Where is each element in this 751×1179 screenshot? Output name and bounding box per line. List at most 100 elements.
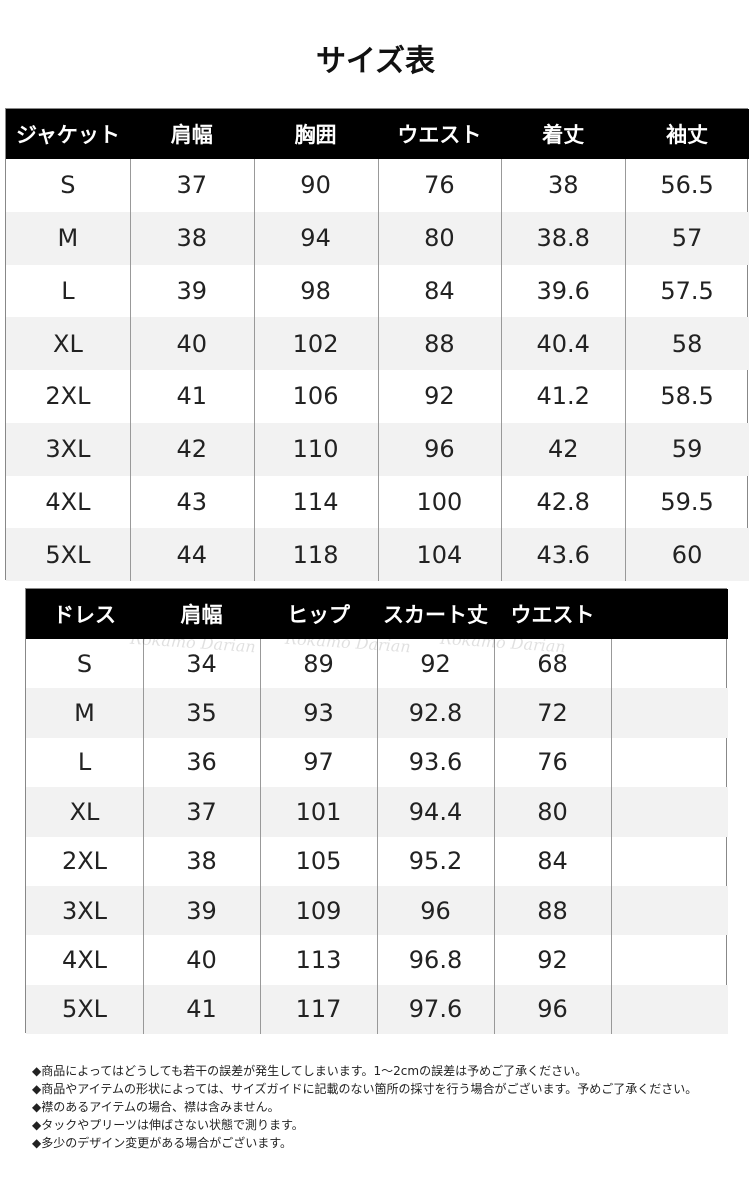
table-cell: L: [61, 276, 75, 305]
table-cell: 38: [547, 171, 579, 200]
table-cell: M: [74, 699, 95, 728]
table-cell: 40.4: [536, 329, 590, 358]
table-cell: 96: [420, 896, 451, 925]
table-cell: 96: [537, 995, 568, 1024]
table-cell: 41: [186, 995, 217, 1024]
note-line: ◆多少のデザイン変更がある場合がございます。: [32, 1136, 293, 1150]
column-line: [501, 159, 503, 581]
table-cell: 89: [303, 649, 334, 678]
table-cell: 68: [537, 649, 568, 678]
table-cell: 43.6: [536, 540, 590, 569]
table-cell: 90: [300, 171, 331, 200]
header-cell: 胸囲: [253, 109, 378, 159]
table-cell: 97.6: [408, 995, 463, 1024]
dress-table: ドレス 肩幅 ヒップ スカート丈 ウエスト S 34 89 92 68 M 35 93 92.8 72 L 36…: [25, 588, 728, 1035]
column-line: [625, 159, 627, 581]
table-cell: 93: [303, 699, 334, 728]
table-cell: 114: [292, 487, 339, 516]
table-cell: 2XL: [61, 847, 108, 876]
table-cell: 72: [537, 699, 568, 728]
header-cell: 肩幅: [129, 109, 254, 159]
table-cell: 92.8: [408, 699, 463, 728]
table-cell: 39: [176, 276, 208, 305]
table-cell: 102: [292, 329, 339, 358]
note-line: ◆商品やアイテムの形状によっては、サイズガイドに記載のない箇所の採寸を行う場合が…: [32, 1082, 698, 1096]
table-cell: 5XL: [61, 995, 108, 1024]
header-cell: 袖丈: [625, 109, 749, 159]
title: サイズ表: [315, 44, 436, 79]
table-cell: 37: [176, 171, 208, 200]
table-cell: 101: [295, 797, 342, 826]
header-cell: ウエスト: [377, 109, 502, 159]
table-cell: M: [57, 224, 79, 253]
table-cell: 44: [176, 540, 208, 569]
table-cell: 3XL: [45, 435, 91, 464]
table-cell: 96: [424, 435, 455, 464]
header-cell: 肩幅: [143, 589, 260, 639]
header-cell: ヒップ: [260, 589, 377, 639]
table-cell: 3XL: [61, 896, 108, 925]
column-line: [129, 159, 131, 581]
table-cell: 38.8: [536, 224, 590, 253]
column-line: [377, 639, 378, 1035]
table-cell: 84: [424, 276, 455, 305]
table-cell: 76: [537, 748, 568, 777]
table-cell: 38: [186, 847, 217, 876]
table-cell: 5XL: [45, 540, 91, 569]
table-cell: 92: [420, 649, 451, 678]
table-cell: 110: [292, 435, 339, 464]
column-line: [377, 159, 379, 581]
table-cell: 36: [186, 748, 217, 777]
table-cell: 38: [176, 224, 208, 253]
table-cell: 37: [186, 797, 217, 826]
table-cell: 95.2: [408, 847, 463, 876]
table-cell: L: [77, 748, 92, 777]
header-cell: ジャケット: [6, 109, 130, 159]
table-cell: 35: [186, 699, 217, 728]
note-line: ◆タックやプリーツは伸ばさない状態で測ります。: [32, 1118, 304, 1132]
header-cell: スカート丈: [377, 589, 494, 639]
table-cell: 88: [537, 896, 568, 925]
column-line: [143, 639, 144, 1035]
table-cell: 59: [671, 435, 703, 464]
table-cell: 42: [547, 435, 579, 464]
table-cell: 41.2: [536, 382, 590, 411]
header-cell: 着丈: [501, 109, 626, 159]
table-cell: 94: [300, 224, 331, 253]
table-cell: XL: [69, 797, 100, 826]
table-cell: 92: [537, 946, 568, 975]
table-cell: 88: [424, 329, 455, 358]
table-cell: 98: [300, 276, 331, 305]
table-cell: 100: [416, 487, 463, 516]
table-cell: 43: [176, 487, 208, 516]
table-cell: S: [76, 649, 93, 678]
table-cell: 41: [176, 382, 208, 411]
table-cell: 42.8: [536, 487, 590, 516]
table-cell: 59.5: [660, 487, 714, 516]
column-line: [611, 639, 612, 1035]
column-line: [494, 639, 495, 1035]
table-cell: 60: [671, 540, 703, 569]
table-cell: 92: [424, 382, 455, 411]
table-cell: 39: [186, 896, 217, 925]
table-cell: 57: [671, 224, 703, 253]
table-cell: 109: [295, 896, 342, 925]
table-cell: 105: [295, 847, 342, 876]
table-cell: 104: [416, 540, 463, 569]
table-cell: 93.6: [408, 748, 463, 777]
table-cell: 84: [537, 847, 568, 876]
note-line: ◆襟のあるアイテムの場合、襟は含みません。: [32, 1100, 280, 1114]
table-cell: 4XL: [61, 946, 108, 975]
table-cell: 117: [295, 995, 342, 1024]
header-cell: ドレス: [26, 589, 143, 639]
table-cell: 94.4: [408, 797, 463, 826]
table-cell: XL: [53, 329, 83, 358]
table-cell: 106: [292, 382, 339, 411]
table-cell: 40: [176, 329, 208, 358]
table-cell: 57.5: [660, 276, 714, 305]
table-cell: 4XL: [45, 487, 91, 516]
table-cell: 2XL: [45, 382, 91, 411]
table-cell: 113: [295, 946, 342, 975]
table-cell: 58.5: [660, 382, 714, 411]
table-cell: 39.6: [536, 276, 590, 305]
